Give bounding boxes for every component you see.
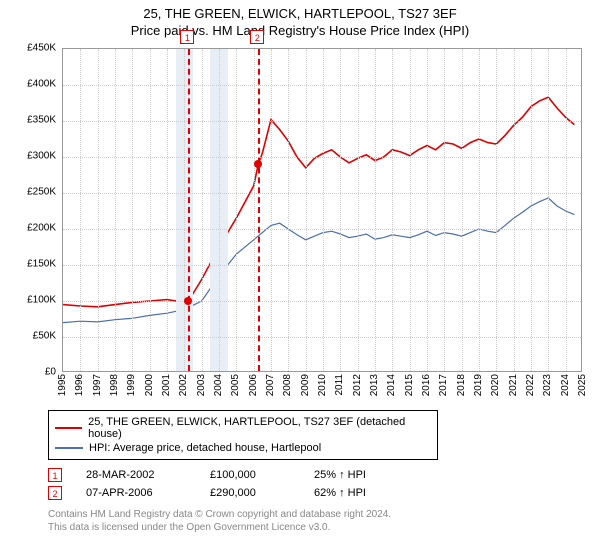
x-axis-label: 2020	[490, 374, 501, 396]
footer: Contains HM Land Registry data © Crown c…	[48, 508, 600, 534]
x-axis-label: 2008	[282, 374, 293, 396]
y-axis-label: £0	[16, 367, 56, 378]
series-line	[63, 198, 574, 323]
y-axis-label: £50K	[16, 331, 56, 342]
y-axis-label: £350K	[16, 115, 56, 126]
x-axis-label: 2019	[473, 374, 484, 396]
x-axis-label: 2004	[213, 374, 224, 396]
x-axis-label: 2012	[352, 374, 363, 396]
x-axis-label: 2005	[230, 374, 241, 396]
event-date: 28-MAR-2002	[86, 469, 186, 481]
y-axis-label: £300K	[16, 151, 56, 162]
x-axis-label: 2013	[369, 374, 380, 396]
legend-label: HPI: Average price, detached house, Hart…	[89, 442, 321, 454]
x-axis-label: 2018	[456, 374, 467, 396]
x-axis-label: 2006	[248, 374, 259, 396]
legend-swatch	[55, 447, 83, 449]
x-axis-label: 1995	[57, 374, 68, 396]
event-dot	[254, 160, 262, 168]
chart-container: £0£50K£100K£150K£200K£250K£300K£350K£400…	[40, 44, 600, 404]
y-axis-label: £450K	[16, 43, 56, 54]
x-axis-label: 1996	[74, 374, 85, 396]
x-axis-label: 2015	[404, 374, 415, 396]
event-date: 07-APR-2006	[86, 487, 186, 499]
legend-item: 25, THE GREEN, ELWICK, HARTLEPOOL, TS27 …	[55, 415, 431, 441]
event-delta: 25% ↑ HPI	[314, 469, 366, 481]
x-axis-label: 2014	[386, 374, 397, 396]
x-axis-label: 1997	[92, 374, 103, 396]
event-marker: 2	[250, 30, 264, 44]
event-num: 1	[48, 468, 62, 482]
event-row: 2 07-APR-2006 £290,000 62% ↑ HPI	[48, 484, 600, 502]
y-axis-label: £200K	[16, 223, 56, 234]
y-axis-label: £150K	[16, 259, 56, 270]
x-axis-label: 2021	[508, 374, 519, 396]
footer-line2: This data is licensed under the Open Gov…	[48, 521, 600, 534]
plot-area	[62, 48, 582, 372]
x-axis-label: 2017	[438, 374, 449, 396]
footer-line1: Contains HM Land Registry data © Crown c…	[48, 508, 600, 521]
legend-label: 25, THE GREEN, ELWICK, HARTLEPOOL, TS27 …	[88, 416, 431, 440]
x-axis-label: 2003	[196, 374, 207, 396]
x-axis-label: 2022	[525, 374, 536, 396]
x-axis-label: 1999	[126, 374, 137, 396]
x-axis-label: 2009	[300, 374, 311, 396]
x-axis-label: 1998	[109, 374, 120, 396]
x-axis-label: 2000	[144, 374, 155, 396]
event-num: 2	[48, 486, 62, 500]
y-axis-label: £250K	[16, 187, 56, 198]
legend-item: HPI: Average price, detached house, Hart…	[55, 441, 431, 455]
legend: 25, THE GREEN, ELWICK, HARTLEPOOL, TS27 …	[48, 410, 438, 460]
events-table: 1 28-MAR-2002 £100,000 25% ↑ HPI 2 07-APR-200…	[48, 466, 600, 502]
page-title: 25, THE GREEN, ELWICK, HARTLEPOOL, TS27 …	[0, 6, 600, 21]
x-axis-label: 2011	[334, 374, 345, 396]
x-axis-label: 2010	[317, 374, 328, 396]
event-marker: 1	[180, 30, 194, 44]
event-row: 1 28-MAR-2002 £100,000 25% ↑ HPI	[48, 466, 600, 484]
x-axis-label: 2002	[178, 374, 189, 396]
x-axis-label: 2016	[421, 374, 432, 396]
x-axis-label: 2001	[161, 374, 172, 396]
x-axis-label: 2025	[577, 374, 588, 396]
x-axis-label: 2023	[542, 374, 553, 396]
y-axis-label: £400K	[16, 79, 56, 90]
y-axis-label: £100K	[16, 295, 56, 306]
event-price: £100,000	[210, 469, 290, 481]
x-axis-label: 2007	[265, 374, 276, 396]
x-axis-label: 2024	[560, 374, 571, 396]
event-price: £290,000	[210, 487, 290, 499]
series-line	[63, 97, 574, 307]
legend-swatch	[55, 427, 82, 429]
page-subtitle: Price paid vs. HM Land Registry's House …	[0, 23, 600, 38]
event-delta: 62% ↑ HPI	[314, 487, 366, 499]
event-dot	[184, 297, 192, 305]
